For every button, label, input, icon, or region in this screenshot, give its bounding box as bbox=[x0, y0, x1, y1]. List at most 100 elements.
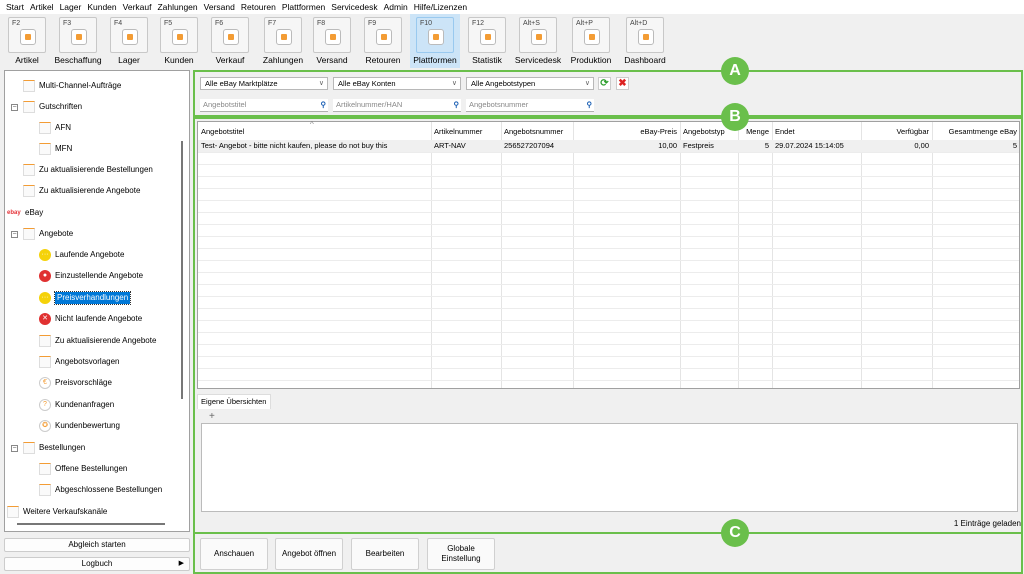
toolbar-button-verkauf[interactable]: F6 Verkauf bbox=[205, 14, 255, 68]
toolbar-button-plattformen[interactable]: F10 Plattformen bbox=[410, 14, 460, 68]
clear-filter-icon[interactable]: ✖ bbox=[616, 77, 629, 90]
toolbar-button-beschaffung[interactable]: F3 Beschaffung bbox=[53, 14, 103, 68]
column-header[interactable]: Angebotstyp bbox=[683, 127, 725, 136]
search-icon[interactable]: ⚲ bbox=[586, 100, 593, 109]
document-icon bbox=[23, 442, 35, 454]
offer-type-select[interactable]: Alle Angebotstypen ∨ bbox=[466, 77, 594, 90]
tree-item-label: Zu aktualisierende Angebote bbox=[39, 186, 141, 195]
tree-item-afn[interactable]: AFN bbox=[5, 122, 180, 134]
menu-item-plattformen[interactable]: Plattformen bbox=[281, 2, 326, 12]
document-icon bbox=[23, 185, 35, 197]
tree-item-laufende-angebote[interactable]: ··· Laufende Angebote bbox=[5, 249, 180, 261]
toolbar-button-versand[interactable]: F8 Versand bbox=[307, 14, 357, 68]
accounts-select[interactable]: Alle eBay Konten ∨ bbox=[333, 77, 461, 90]
column-header[interactable]: Artikelnummer bbox=[434, 127, 483, 136]
column-header[interactable]: Angebotsnummer bbox=[504, 127, 564, 136]
toolbar-label: Statistik bbox=[472, 55, 502, 65]
toolbar-button-produktion[interactable]: Alt+P Produktion bbox=[566, 14, 616, 68]
document-icon bbox=[23, 228, 35, 240]
toolbar-button-retouren[interactable]: F9 Retouren bbox=[358, 14, 408, 68]
sku-search[interactable]: Artikelnummer/HAN ⚲ bbox=[333, 99, 461, 112]
tree-item-kundenbewertung[interactable]: ✪ Kundenbewertung bbox=[5, 420, 180, 432]
menu-item-zahlungen[interactable]: Zahlungen bbox=[157, 2, 198, 12]
column-header[interactable]: Gesamtmenge eBay bbox=[948, 127, 1017, 136]
tree-item-kundenanfragen[interactable]: ? Kundenanfragen bbox=[5, 399, 180, 411]
toolbar-button-servicedesk[interactable]: Alt+S Servicedesk bbox=[513, 14, 563, 68]
tree-item-bestellungen[interactable]: − Bestellungen bbox=[5, 442, 180, 454]
column-divider bbox=[680, 122, 681, 388]
toolbar-button-lager[interactable]: F4 Lager bbox=[104, 14, 154, 68]
tree-item-einzustellende-angebote[interactable]: ● Einzustellende Angebote bbox=[5, 270, 180, 282]
marketplace-select[interactable]: Alle eBay Marktplätze ∨ bbox=[200, 77, 328, 90]
global-settings-button[interactable]: Globale Einstellung bbox=[427, 538, 495, 570]
tree-item-zu-aktualisierende-bestellungen[interactable]: Zu aktualisierende Bestellungen bbox=[5, 164, 180, 176]
open-offer-button[interactable]: Angebot öffnen bbox=[275, 538, 343, 570]
tree-item-weitere-verkaufskan-le[interactable]: Weitere Verkaufskanäle bbox=[5, 506, 180, 518]
tree-item-abgeschlossene-bestellungen[interactable]: Abgeschlossene Bestellungen bbox=[5, 484, 180, 496]
toolbar-button-frame: F8 bbox=[313, 17, 351, 53]
tree-item-label: Zu aktualisierende Angebote bbox=[55, 336, 157, 345]
column-header[interactable]: Menge bbox=[746, 127, 769, 136]
tree-item-gutschriften[interactable]: − Gutschriften bbox=[5, 101, 180, 113]
search-icon[interactable]: ⚲ bbox=[453, 100, 460, 109]
table-row[interactable]: Test- Angebot - bitte nicht kaufen, plea… bbox=[198, 140, 1019, 152]
tree-item-label: Einzustellende Angebote bbox=[55, 271, 144, 280]
tree-item-label: Nicht laufende Angebote bbox=[55, 314, 143, 323]
column-header[interactable]: Angebotstitel bbox=[201, 127, 245, 136]
offer-number-search[interactable]: Angebotsnummer ⚲ bbox=[466, 99, 594, 112]
toolbar-button-artikel[interactable]: F2 Artikel bbox=[2, 14, 52, 68]
toolbar-button-kunden[interactable]: F5 Kunden bbox=[154, 14, 204, 68]
log-button[interactable]: Logbuch ▶ bbox=[4, 557, 190, 571]
toolbar-label: Kunden bbox=[164, 55, 194, 65]
toolbar-button-frame: Alt+S bbox=[519, 17, 557, 53]
tab-own-overviews[interactable]: Eigene Übersichten bbox=[197, 394, 271, 409]
collapse-icon[interactable]: − bbox=[11, 445, 18, 452]
menu-item-admin[interactable]: Admin bbox=[383, 2, 408, 12]
tree-item-ebay[interactable]: ebay eBay bbox=[5, 207, 180, 219]
tree-item-label: Offene Bestellungen bbox=[55, 464, 128, 473]
toolbar-button-dashboard[interactable]: Alt+D Dashboard bbox=[620, 14, 670, 68]
menu-item-retouren[interactable]: Retouren bbox=[240, 2, 276, 12]
toolbar-label: Servicedesk bbox=[514, 55, 562, 65]
view-button[interactable]: Anschauen bbox=[200, 538, 268, 570]
row-divider bbox=[198, 308, 1019, 309]
column-header[interactable]: eBay-Preis bbox=[640, 127, 677, 136]
tree-item-zu-aktualisierende-angebote[interactable]: Zu aktualisierende Angebote bbox=[5, 185, 180, 197]
search-icon[interactable]: ⚲ bbox=[320, 100, 327, 109]
sync-start-button[interactable]: Abgleich starten bbox=[4, 538, 190, 552]
menu-item-kunden[interactable]: Kunden bbox=[87, 2, 117, 12]
tree-item-mfn[interactable]: MFN bbox=[5, 143, 180, 155]
shortcut-key: F12 bbox=[472, 20, 485, 27]
column-header[interactable]: Endet bbox=[775, 127, 795, 136]
log-label: Logbuch bbox=[81, 559, 113, 568]
refresh-icon[interactable]: ⟳ bbox=[598, 77, 611, 90]
add-overview-icon[interactable]: + bbox=[209, 411, 215, 422]
tree-item-preisverhandlungen[interactable]: ··· Preisverhandlungen bbox=[5, 291, 180, 305]
offer-title-search[interactable]: Angebotstitel ⚲ bbox=[200, 99, 328, 112]
tree-item-zu-aktualisierende-angebote[interactable]: Zu aktualisierende Angebote bbox=[5, 335, 180, 347]
toolbar-button-zahlungen[interactable]: F7 Zahlungen bbox=[258, 14, 308, 68]
menu-item-lager[interactable]: Lager bbox=[59, 2, 82, 12]
tree-item-preisvorschl-ge[interactable]: € Preisvorschläge bbox=[5, 377, 180, 389]
column-header[interactable]: Verfügbar bbox=[896, 127, 929, 136]
menu-item-start[interactable]: Start bbox=[6, 2, 24, 12]
menu-item-hilfelizenzen[interactable]: Hilfe/Lizenzen bbox=[413, 2, 468, 12]
menu-item-versand[interactable]: Versand bbox=[203, 2, 235, 12]
tree-vertical-scrollbar[interactable] bbox=[181, 141, 183, 399]
tree-item-angebotsvorlagen[interactable]: Angebotsvorlagen bbox=[5, 356, 180, 368]
row-divider bbox=[198, 164, 1019, 165]
tree-item-offene-bestellungen[interactable]: Offene Bestellungen bbox=[5, 463, 180, 475]
menu-item-artikel[interactable]: Artikel bbox=[29, 2, 54, 12]
edit-button[interactable]: Bearbeiten bbox=[351, 538, 419, 570]
tree-item-multi-channel-auftr-ge[interactable]: Multi-Channel-Aufträge bbox=[5, 80, 180, 92]
icon-accent bbox=[536, 34, 542, 40]
collapse-icon[interactable]: − bbox=[11, 231, 18, 238]
tree-item-nicht-laufende-angebote[interactable]: ✕ Nicht laufende Angebote bbox=[5, 313, 180, 325]
menu-item-servicedesk[interactable]: Servicedesk bbox=[331, 2, 378, 12]
tree-horizontal-scrollbar[interactable] bbox=[17, 523, 165, 525]
toolbar-button-statistik[interactable]: F12 Statistik bbox=[462, 14, 512, 68]
menu-item-verkauf[interactable]: Verkauf bbox=[122, 2, 152, 12]
tree-item-angebote[interactable]: − Angebote bbox=[5, 228, 180, 240]
row-divider bbox=[198, 236, 1019, 237]
collapse-icon[interactable]: − bbox=[11, 104, 18, 111]
